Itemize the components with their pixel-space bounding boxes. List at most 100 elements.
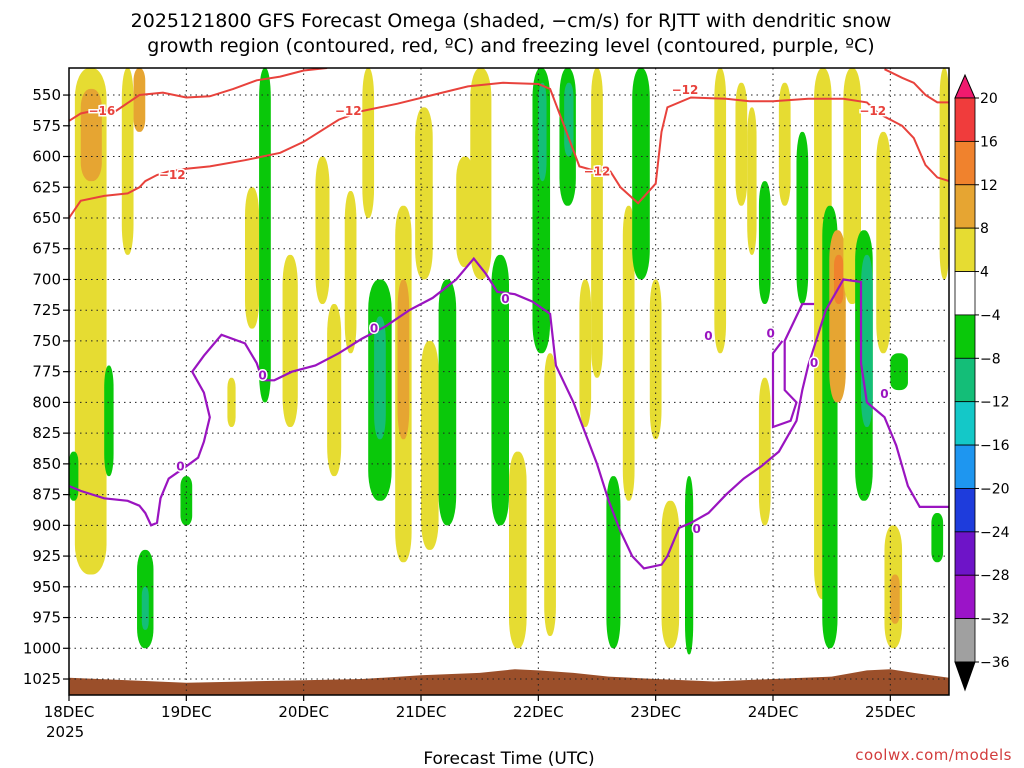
omega-cell-3 <box>133 68 146 132</box>
colorbar-label-7: −12 <box>980 395 1010 411</box>
colorbar-segment-5 <box>954 271 976 316</box>
omega-cell-58 <box>890 574 900 624</box>
omega-cell-41 <box>714 68 727 354</box>
omega-cell-7 <box>141 586 149 630</box>
ytick-label-550: 550 <box>32 86 61 104</box>
ytick-label-800: 800 <box>32 393 61 411</box>
ytick-label-650: 650 <box>32 209 61 227</box>
ytick-label-875: 875 <box>32 486 61 504</box>
terrain-surface <box>69 669 949 695</box>
time-axis: 18DEC 19DEC 20DEC 21DEC 22DEC 23DEC 24DEC 25DEC <box>44 695 916 721</box>
omega-cell-60 <box>939 68 949 280</box>
terrain-layer <box>69 669 949 695</box>
freezing-contour-0 <box>69 256 949 570</box>
ytick-label-625: 625 <box>32 178 61 196</box>
ytick-label-825: 825 <box>32 424 61 442</box>
plot-frame <box>68 67 950 696</box>
xtick-label-25DEC: 25DEC <box>865 703 916 721</box>
colorbar-segment-9 <box>954 444 976 489</box>
chart-title-line1: 2025121800 GFS Forecast Omega (shaded, −… <box>131 10 892 32</box>
colorbar-label-13: −36 <box>980 655 1010 671</box>
dgz-contour-0 <box>69 68 328 122</box>
omega-cell-56 <box>890 353 908 391</box>
omega-cell-5 <box>104 365 114 477</box>
contour-label-7: 0 <box>258 368 266 382</box>
omega-cell-4 <box>69 451 79 501</box>
freezing-level-contours <box>69 256 949 570</box>
omega-cell-37 <box>632 68 650 280</box>
contour-label-10: 0 <box>693 522 701 536</box>
colorbar-segment-8 <box>954 401 976 446</box>
colorbar-label-1: 16 <box>980 134 998 150</box>
omega-cell-32 <box>564 82 574 157</box>
omega-cell-27 <box>509 451 527 649</box>
dgz-contour-2 <box>884 68 949 104</box>
contour-label-13: 0 <box>810 356 818 370</box>
omega-shading <box>69 68 949 655</box>
ytick-label-725: 725 <box>32 301 61 319</box>
colorbar-label-0: 20 <box>980 91 998 107</box>
omega-cell-25 <box>470 68 492 280</box>
xtick-label-20DEC: 20DEC <box>278 703 329 721</box>
pressure-gridlines <box>69 94 949 680</box>
omega-cell-40 <box>685 476 694 655</box>
omega-cell-24 <box>456 156 474 268</box>
colorbar-bottom-arrow <box>954 661 976 692</box>
omega-cell-34 <box>591 68 603 378</box>
credit-text: coolwx.com/models <box>855 746 1012 764</box>
omega-cell-55 <box>876 131 891 354</box>
xtick-label-18DEC: 18DEC <box>44 703 95 721</box>
xtick-label-22DEC: 22DEC <box>513 703 564 721</box>
x-axis-label: Forecast Time (UTC) <box>423 749 594 768</box>
ytick-label-900: 900 <box>32 516 61 534</box>
chart-title-line2: growth region (contoured, red, ºC) and f… <box>147 35 874 57</box>
omega-cell-11 <box>259 68 271 403</box>
ytick-label-775: 775 <box>32 363 61 381</box>
omega-cell-39 <box>661 500 680 649</box>
contour-label-6: 0 <box>176 459 184 473</box>
colorbar-top-arrow <box>954 73 976 99</box>
omega-cell-33 <box>579 279 592 427</box>
ytick-label-1000: 1000 <box>23 639 61 657</box>
ytick-label-600: 600 <box>32 148 61 166</box>
contour-label-11: 0 <box>704 329 712 343</box>
colorbar-label-12: −32 <box>980 612 1010 628</box>
time-gridlines <box>185 68 891 695</box>
omega-cell-47 <box>796 131 809 305</box>
omega-cell-46 <box>778 82 791 206</box>
omega-cell-2 <box>121 68 134 255</box>
omega-cell-29 <box>538 82 547 182</box>
omega-cell-0 <box>74 68 107 575</box>
omega-cell-1 <box>80 88 102 182</box>
ytick-label-925: 925 <box>32 547 61 565</box>
ytick-label-1025: 1025 <box>23 670 61 688</box>
ytick-label-575: 575 <box>32 117 61 135</box>
omega-cell-30 <box>544 353 556 636</box>
xtick-label-19DEC: 19DEC <box>161 703 212 721</box>
colorbar-segment-3 <box>954 184 976 229</box>
omega-cell-18 <box>374 316 386 440</box>
contour-label-9: 0 <box>501 292 509 306</box>
omega-cell-15 <box>344 190 357 354</box>
ytick-label-950: 950 <box>32 578 61 596</box>
contour-label-14: 0 <box>880 387 888 401</box>
contour-labels: −16 −12 −12 −12 −12 −12 0 0 0 0 0 0 0 0 0 <box>87 82 890 538</box>
omega-cell-43 <box>747 107 757 255</box>
colorbar-label-4: 4 <box>980 265 989 281</box>
pressure-axis: 550 575 600 625 650 675 700 725 750 775 800 825 850 8… <box>23 86 69 688</box>
colorbar-label-6: −8 <box>980 351 1001 367</box>
omega-cell-14 <box>327 304 342 477</box>
colorbar-segment-7 <box>954 357 976 403</box>
contour-label-0: −16 <box>88 104 115 118</box>
omega-cell-38 <box>649 279 662 440</box>
omega-cell-22 <box>421 340 439 550</box>
ytick-label-750: 750 <box>32 332 61 350</box>
ytick-label-700: 700 <box>32 270 61 288</box>
contour-label-3: −12 <box>584 164 611 178</box>
colorbar-segment-13 <box>954 618 976 663</box>
colorbar-label-10: −24 <box>980 525 1010 541</box>
omega-cell-51 <box>834 254 844 305</box>
omega-cell-23 <box>438 279 457 526</box>
xtick-label-24DEC: 24DEC <box>748 703 799 721</box>
